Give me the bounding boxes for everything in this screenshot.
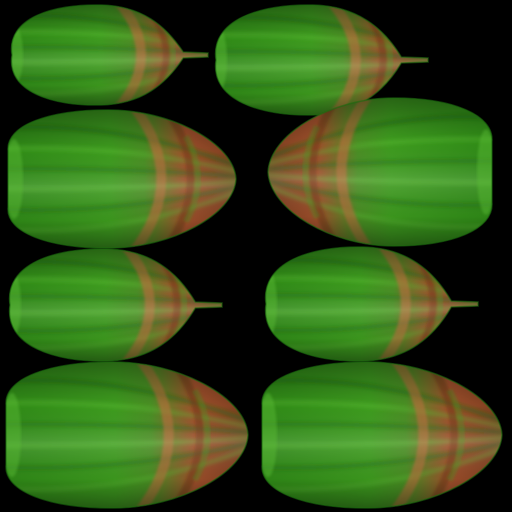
pod-stem-cap [261,393,277,477]
pod-outline [5,361,249,509]
pod-shading [11,4,209,106]
pod-outline [10,4,209,106]
pod-shading [7,110,237,248]
pod-shading [215,4,428,116]
pod-stem-cap [5,393,21,477]
pod-stem-cap [7,139,23,219]
pod-shading [9,248,223,362]
pod-shading [5,362,249,508]
pod-outline [214,4,429,116]
pod-outline [261,361,503,509]
pod-stem-cap [11,25,23,85]
pod-outline [7,109,237,249]
pod-stem-cap [9,271,21,339]
pod-stem-cap [477,129,493,215]
pod-8 [261,361,503,509]
pod-4 [267,97,493,247]
pod-outline [8,248,223,362]
pod-stem-cap [215,27,227,93]
pod-outline [264,246,479,362]
pod-outline [267,97,493,247]
pod-2 [214,4,429,116]
pod-shading [261,362,502,508]
pod-3 [7,109,237,249]
pod-stem-cap [265,270,277,338]
pod-7 [5,361,249,509]
pod-shading [268,98,493,246]
pod-shading [265,246,478,362]
